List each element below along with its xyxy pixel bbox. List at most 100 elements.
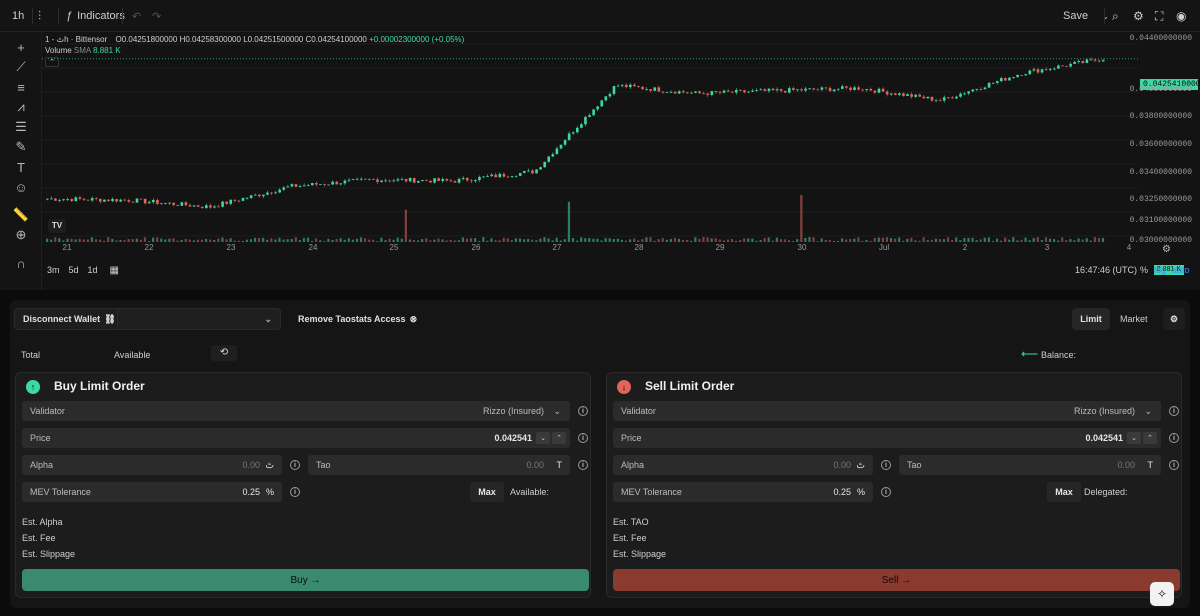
info-icon[interactable]: i bbox=[578, 406, 588, 416]
info-icon[interactable]: i bbox=[290, 460, 300, 470]
price-axis[interactable]: 0.04254100000 8.881 K ⚙ 0.04400000000 0.0… bbox=[1130, 32, 1200, 275]
info-icon[interactable]: i bbox=[881, 487, 891, 497]
range-5d[interactable]: 5d bbox=[68, 265, 79, 275]
remove-access-button[interactable]: Remove Taostats Access ⊗ bbox=[298, 308, 417, 330]
mev-unit: % bbox=[856, 487, 865, 497]
sell-mev-field[interactable]: MEV Tolerance 0.25 % bbox=[613, 482, 873, 502]
candle-body bbox=[107, 199, 110, 202]
sell-price-field[interactable]: Price 0.042541 ⌄ ⌃ bbox=[613, 428, 1161, 448]
price-down-button[interactable]: ⌄ bbox=[536, 432, 550, 444]
price-chart[interactable] bbox=[42, 32, 1138, 258]
volume-bar bbox=[894, 238, 897, 242]
sell-validator-select[interactable]: Validator Rizzo (Insured) ⌄ bbox=[613, 401, 1161, 421]
buy-validator-select[interactable]: Validator Rizzo (Insured) ⌄ bbox=[22, 401, 570, 421]
sell-alpha-field[interactable]: Alpha 0.00 ٹ bbox=[613, 455, 873, 475]
settings-button[interactable]: ⚙ bbox=[1163, 308, 1185, 330]
horizontal-lines-icon[interactable]: ≡ bbox=[17, 79, 25, 95]
ruler-icon[interactable]: 📏 bbox=[12, 207, 30, 222]
tab-limit[interactable]: Limit bbox=[1072, 308, 1110, 330]
candle-body bbox=[168, 202, 171, 204]
magnet-icon[interactable]: ∩ bbox=[16, 255, 26, 271]
candle-body bbox=[143, 198, 147, 204]
alpha-unit: ٹ bbox=[856, 459, 865, 470]
candles-icon[interactable]: ⫶ bbox=[38, 8, 42, 23]
max-button[interactable]: Max bbox=[1047, 482, 1081, 502]
low-value: L0.04251500000 bbox=[243, 35, 304, 44]
info-icon[interactable]: i bbox=[290, 487, 300, 497]
info-icon[interactable]: i bbox=[578, 460, 588, 470]
gear-icon[interactable]: ⚙ bbox=[1133, 9, 1144, 23]
volume-bar bbox=[376, 240, 379, 242]
range-1d[interactable]: 1d bbox=[87, 265, 98, 275]
collapse-legend-button[interactable]: ⌃ bbox=[45, 57, 59, 67]
buy-alpha-field[interactable]: Alpha 0.00 ٹ bbox=[22, 455, 282, 475]
indicators-button[interactable]: ƒ Indicators bbox=[66, 0, 125, 32]
candle-body bbox=[46, 198, 49, 200]
candle-body bbox=[90, 198, 94, 201]
sparkle-assistant-button[interactable]: ✧ bbox=[1150, 582, 1174, 606]
refresh-button[interactable]: ⟲ bbox=[211, 345, 237, 361]
volume-bar bbox=[319, 240, 322, 242]
info-icon[interactable]: i bbox=[881, 460, 891, 470]
buy-price-field[interactable]: Price 0.042541 ⌄ ⌃ bbox=[22, 428, 570, 448]
camera-icon[interactable]: ◉ bbox=[1176, 9, 1187, 23]
info-icon[interactable]: i bbox=[1169, 433, 1179, 443]
trend-line-icon[interactable]: ⟋ bbox=[16, 59, 26, 74]
candle-body bbox=[779, 89, 783, 91]
crosshair-icon[interactable]: + bbox=[17, 39, 25, 55]
zoom-in-icon[interactable]: ⊕ bbox=[15, 227, 27, 242]
buy-button[interactable]: Buy → bbox=[22, 569, 589, 591]
candle-body bbox=[392, 180, 396, 182]
info-icon[interactable]: i bbox=[1169, 460, 1179, 470]
candle-body bbox=[706, 93, 710, 95]
range-3m[interactable]: 3m bbox=[47, 265, 60, 275]
text-icon[interactable]: T bbox=[17, 159, 25, 175]
info-icon[interactable]: i bbox=[578, 433, 588, 443]
pattern-icon[interactable]: ⩘ bbox=[17, 99, 25, 114]
tab-market[interactable]: Market bbox=[1120, 308, 1148, 330]
info-icon[interactable]: i bbox=[1169, 406, 1179, 416]
candle-body bbox=[796, 89, 799, 91]
volume-bar bbox=[963, 238, 966, 242]
candle-body bbox=[751, 90, 754, 92]
wallet-select[interactable]: ⌄ bbox=[117, 308, 281, 330]
price-down-button[interactable]: ⌄ bbox=[1127, 432, 1141, 444]
auto-toggle[interactable]: auto bbox=[1172, 265, 1190, 275]
sell-button[interactable]: Sell → bbox=[613, 569, 1180, 591]
candle-body bbox=[1024, 74, 1028, 76]
search-icon[interactable]: ⌕ bbox=[1112, 8, 1119, 23]
candle-body bbox=[612, 86, 616, 94]
volume-bar bbox=[1081, 239, 1084, 242]
log-toggle[interactable]: log bbox=[1154, 265, 1167, 275]
fullscreen-icon[interactable]: ⛶ bbox=[1155, 8, 1164, 23]
save-button[interactable]: Save ⌄ bbox=[1063, 0, 1109, 32]
interval-button[interactable]: 1h bbox=[12, 0, 24, 32]
mev-label: MEV Tolerance bbox=[621, 487, 682, 497]
max-button[interactable]: Max bbox=[470, 482, 504, 502]
fib-icon[interactable]: ☰ bbox=[15, 119, 27, 134]
brush-icon[interactable]: ✎ bbox=[15, 139, 27, 154]
balance-label: Balance: bbox=[1041, 350, 1077, 360]
volume-bar bbox=[677, 238, 681, 242]
volume-bar bbox=[99, 239, 102, 242]
time-axis[interactable]: 21 22 23 24 25 26 27 28 29 30 Jul 2 3 4 bbox=[42, 243, 1138, 257]
percent-toggle[interactable]: % bbox=[1140, 265, 1149, 275]
undo-icon[interactable]: ↶ bbox=[132, 10, 142, 23]
candle-body bbox=[343, 180, 347, 184]
buy-tao-field[interactable]: Tao 0.00 T bbox=[308, 455, 570, 475]
redo-icon[interactable]: ↷ bbox=[152, 10, 162, 23]
price-up-button[interactable]: ⌃ bbox=[1143, 432, 1157, 444]
save-label: Save bbox=[1063, 10, 1089, 22]
buy-mev-field[interactable]: MEV Tolerance 0.25 % bbox=[22, 482, 282, 502]
volume-bar bbox=[196, 239, 200, 242]
volume-bar bbox=[143, 237, 147, 242]
settings-icon[interactable]: ⚙ bbox=[1162, 244, 1171, 255]
candle-body bbox=[461, 177, 465, 179]
price-up-button[interactable]: ⌃ bbox=[552, 432, 566, 444]
calendar-icon[interactable]: ▦ bbox=[109, 264, 119, 276]
disconnect-wallet-button[interactable]: Disconnect Wallet ⛓ bbox=[14, 308, 125, 330]
emoji-icon[interactable]: ☺ bbox=[14, 179, 28, 195]
volume-bar bbox=[233, 240, 236, 242]
candle-body bbox=[478, 176, 481, 181]
sell-tao-field[interactable]: Tao 0.00 T bbox=[899, 455, 1161, 475]
